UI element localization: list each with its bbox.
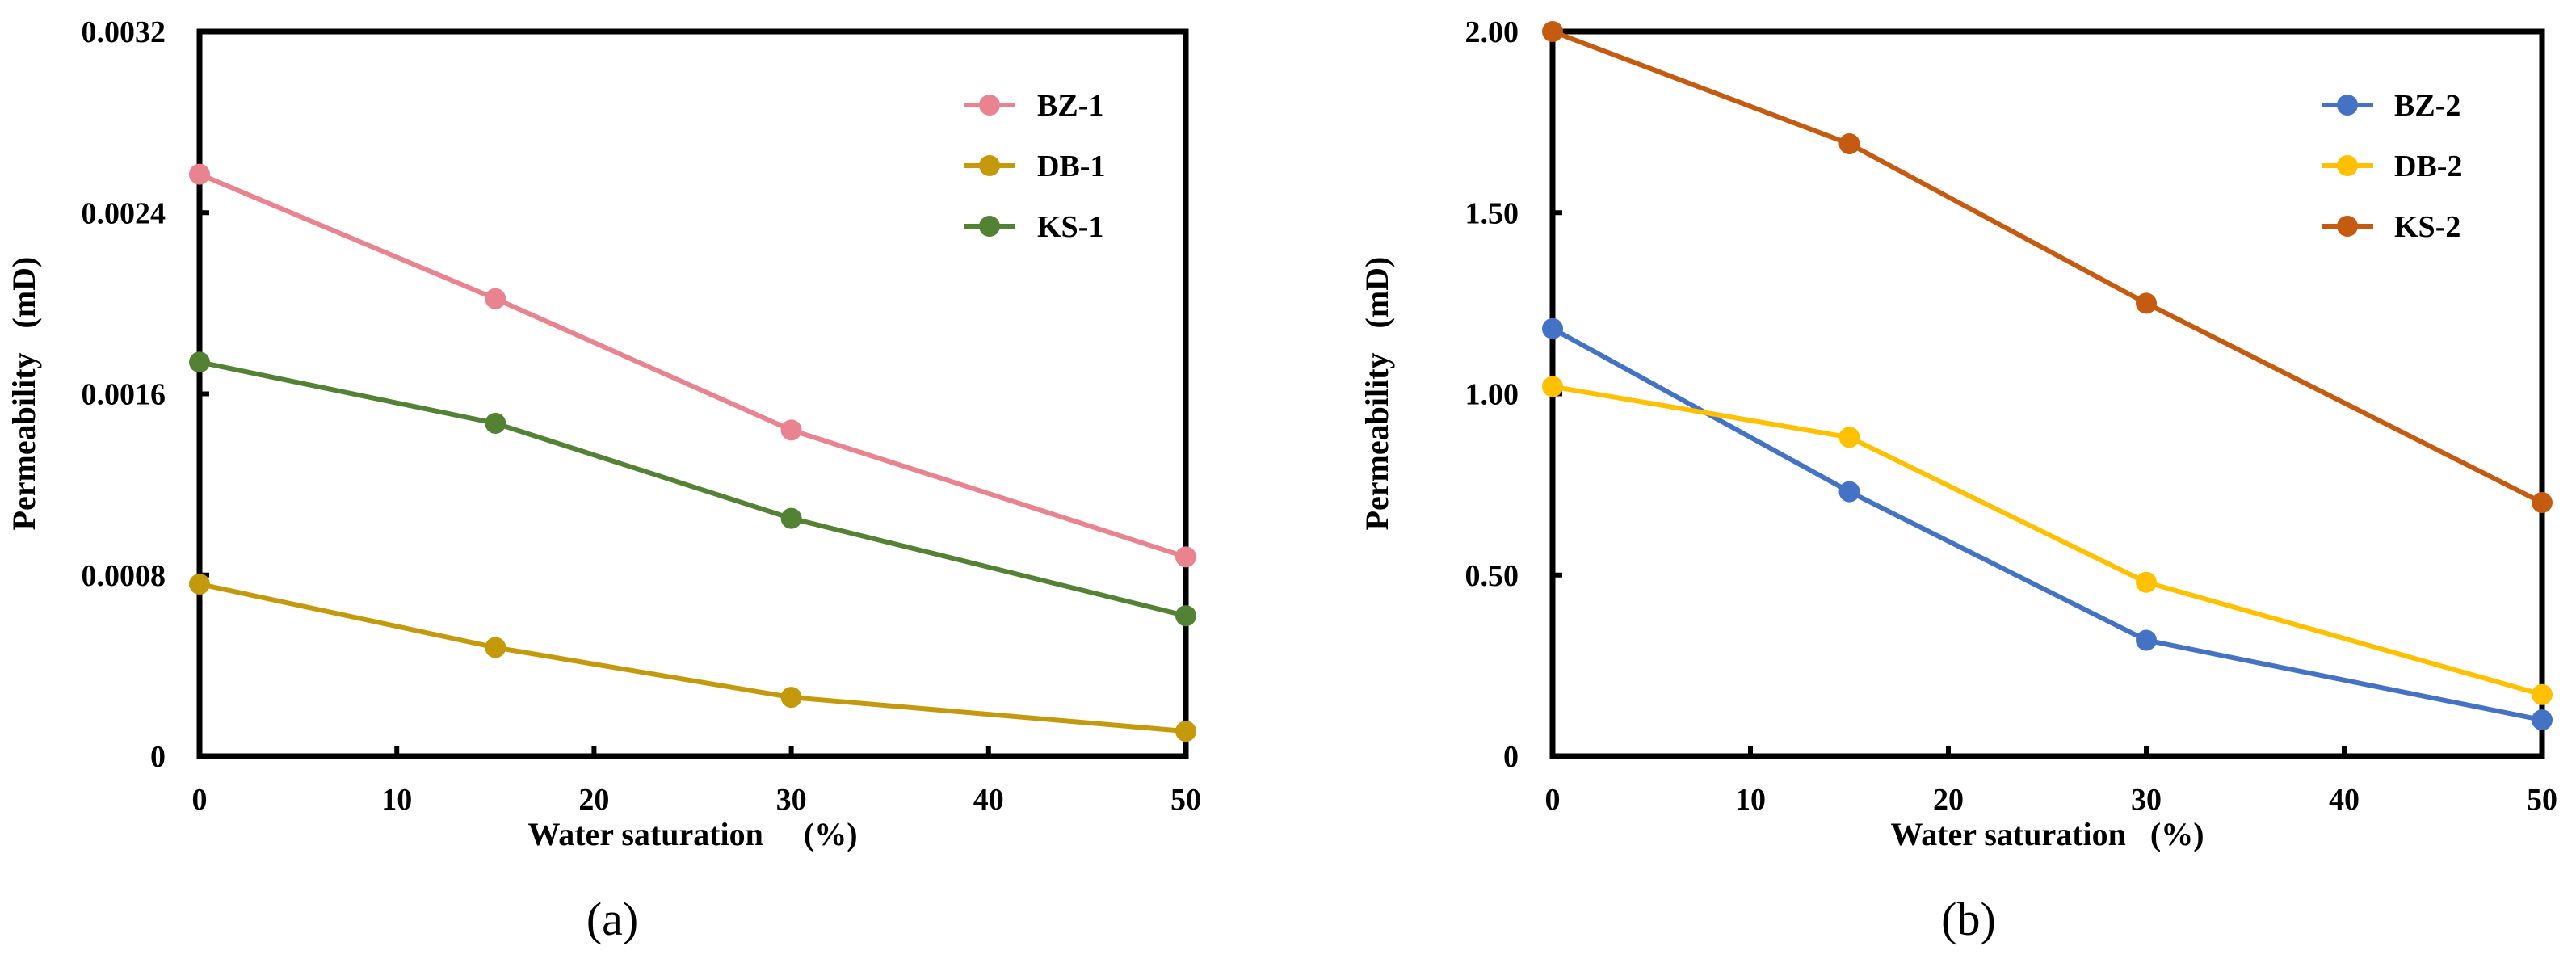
legend-label: DB-1 <box>1037 149 1105 183</box>
data-point-ks-1 <box>1175 605 1196 627</box>
series-line-db-2 <box>1552 384 2543 697</box>
legend-label: BZ-2 <box>2394 89 2460 123</box>
data-point-bz-1 <box>780 419 802 441</box>
x-axis-title: Water saturation (%) <box>1890 816 2204 852</box>
x-tick-label: 50 <box>2527 783 2557 817</box>
chart-panel-a: 0 10 20 30 40 50 0 0.0008 0.0016 0.0024 0.0032 Wate… <box>6 15 1201 945</box>
x-tick-label: 10 <box>1735 783 1766 817</box>
data-point-bz-1 <box>1175 546 1196 568</box>
y-tick-label: 1.00 <box>1465 378 1519 412</box>
y-tick-label: 0.50 <box>1465 559 1519 593</box>
data-point-bz-2 <box>2532 709 2553 731</box>
series-line-ks-2 <box>1551 29 2544 505</box>
data-point-bz-2 <box>2136 629 2157 651</box>
x-tick-label: 30 <box>2131 783 2162 817</box>
data-point-ks-2 <box>2532 492 2553 514</box>
y-tick-label: 1.50 <box>1465 196 1519 230</box>
series-line-bz-1 <box>198 171 1187 560</box>
y-tick-label: 0.0016 <box>82 378 166 412</box>
x-tick-label: 20 <box>1933 783 1964 817</box>
data-point-db-1 <box>780 687 802 709</box>
series-line-ks-1 <box>199 360 1187 619</box>
data-point-ks-1 <box>780 507 802 529</box>
data-point-ks-1 <box>485 412 506 434</box>
x-tick-label: 40 <box>2329 783 2360 817</box>
x-tick-label: 0 <box>192 783 208 817</box>
data-point-bz-1 <box>485 288 506 309</box>
y-tick-label: 0.0024 <box>82 196 166 230</box>
x-tick-label: 30 <box>776 783 807 817</box>
y-tick-label: 0.0008 <box>82 559 166 593</box>
x-tick-label: 20 <box>578 783 609 817</box>
legend-swatch-marker <box>979 155 1000 176</box>
data-point-db-1 <box>485 637 506 658</box>
data-point-bz-2 <box>1838 481 1860 503</box>
data-point-bz-2 <box>1542 317 1563 339</box>
data-point-db-2 <box>1838 427 1860 448</box>
legend-label: KS-2 <box>2394 210 2460 244</box>
x-tick-label: 40 <box>973 783 1004 817</box>
legend-swatch-marker <box>2337 216 2358 237</box>
x-tick-label: 50 <box>1170 783 1201 817</box>
legend-swatch-marker <box>979 95 1000 116</box>
legend-swatch-marker <box>2337 155 2358 176</box>
y-tick-label: 0 <box>1503 740 1519 774</box>
x-axis-title: Water saturation (%) <box>527 816 857 852</box>
data-point-ks-2 <box>1838 133 1860 155</box>
y-tick-label: 0.0032 <box>82 15 166 49</box>
data-point-db-2 <box>2136 571 2157 593</box>
x-tick-label: 10 <box>381 783 412 817</box>
data-point-bz-1 <box>189 163 210 185</box>
legend-label: DB-2 <box>2394 149 2462 183</box>
y-tick-label: 2.00 <box>1465 15 1519 49</box>
series-line-bz-2 <box>1551 326 2543 723</box>
data-point-ks-2 <box>2136 292 2157 314</box>
plot-frame <box>1549 28 2545 759</box>
data-point-db-1 <box>1175 721 1196 742</box>
data-point-db-2 <box>1542 376 1563 397</box>
legend-swatch-marker <box>2337 95 2358 116</box>
data-point-db-1 <box>189 573 210 595</box>
chart-panel-b: 0 10 20 30 40 50 0 0.50 1.00 1.50 2.00 Water satura… <box>1359 15 2557 945</box>
panel-label: (b) <box>1941 893 1996 945</box>
y-tick-label: 0 <box>150 740 166 774</box>
legend-label: BZ-1 <box>1037 89 1103 123</box>
panel-label: (a) <box>586 893 638 945</box>
data-point-db-2 <box>2532 683 2553 705</box>
x-tick-label: 0 <box>1545 783 1561 817</box>
data-point-ks-2 <box>1542 21 1563 42</box>
series-line-db-1 <box>199 582 1187 734</box>
data-point-ks-1 <box>189 351 210 373</box>
legend-swatch-marker <box>979 216 1000 237</box>
y-axis-title: Permeability (mD) <box>1359 257 1395 531</box>
legend-label: KS-1 <box>1037 210 1103 244</box>
y-axis-title: Permeability (mD) <box>6 257 42 531</box>
